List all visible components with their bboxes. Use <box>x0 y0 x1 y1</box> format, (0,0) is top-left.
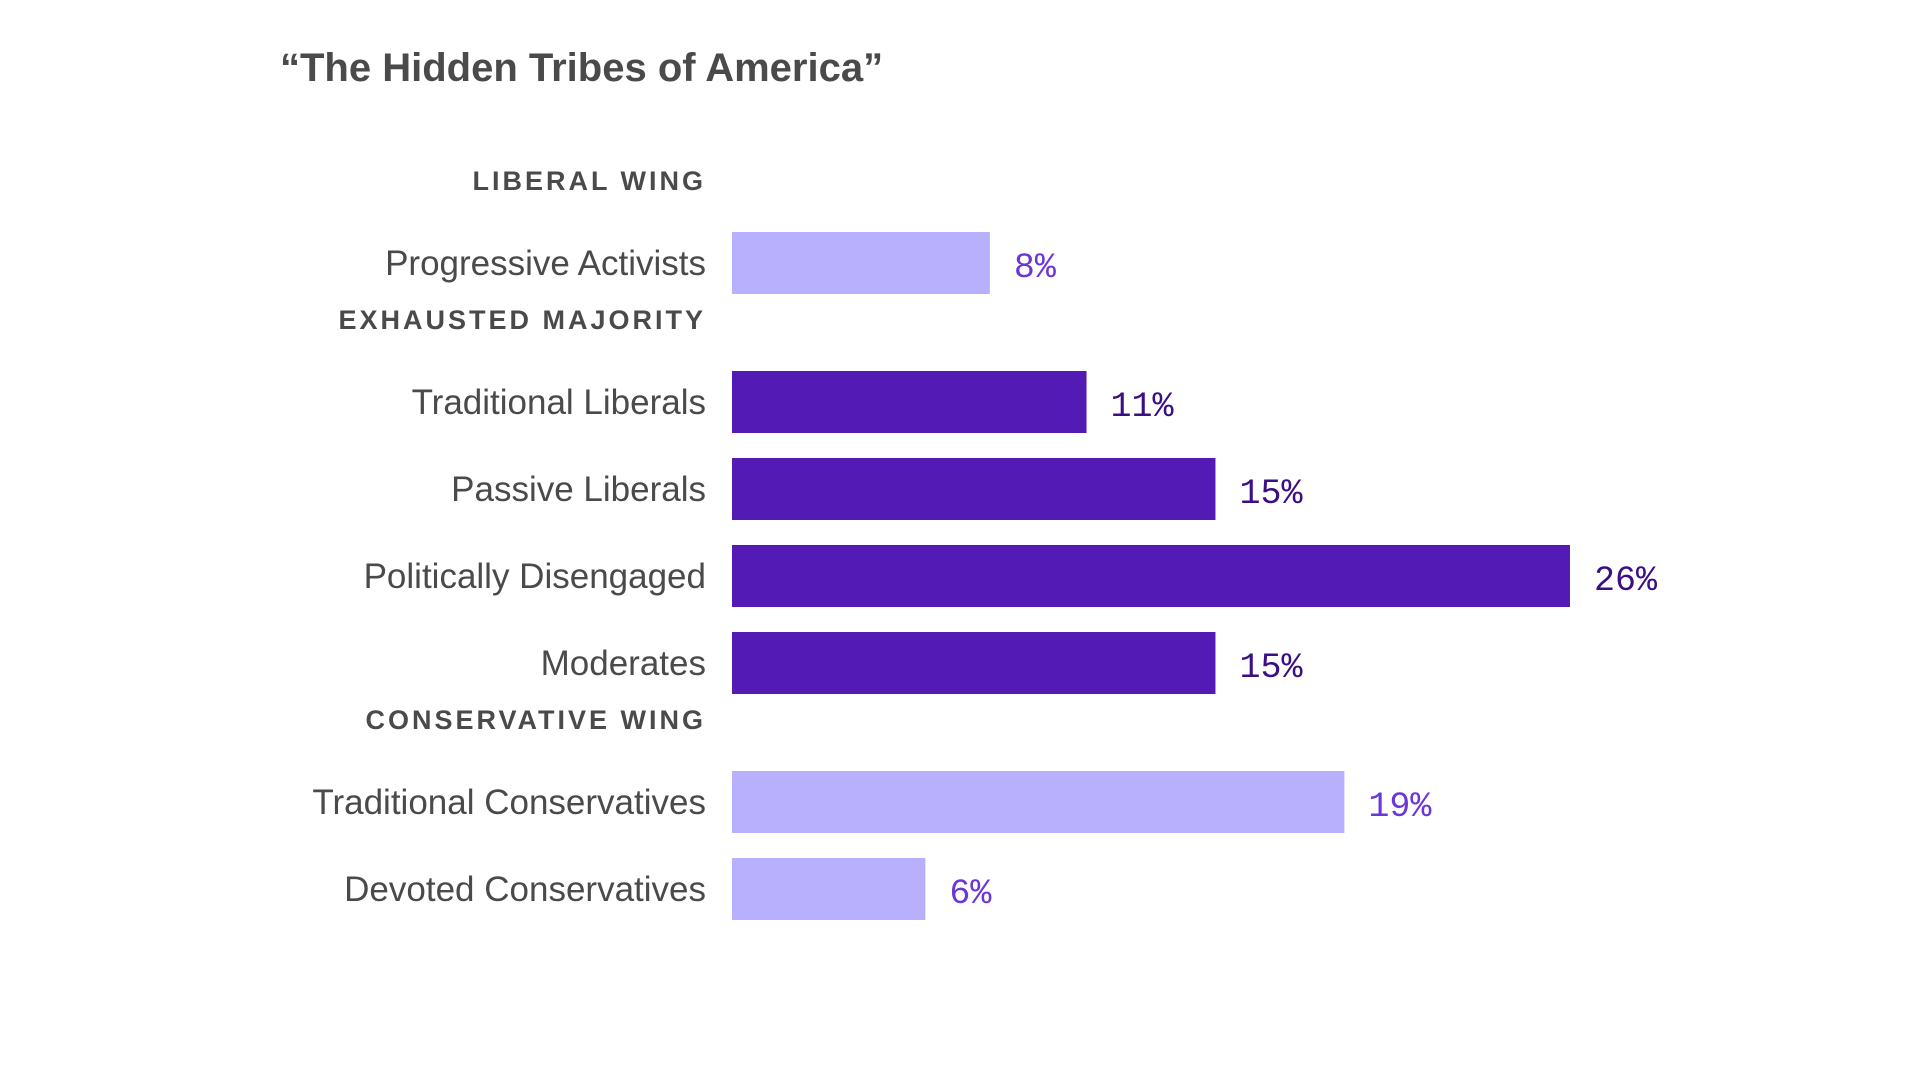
group-label-conservative-wing: CONSERVATIVE WING <box>365 705 706 735</box>
bar-traditional-conservatives <box>732 771 1345 833</box>
value-label-passive-liberals: 15% <box>1239 474 1303 514</box>
category-label-politically-disengaged: Politically Disengaged <box>364 557 706 596</box>
value-label-moderates: 15% <box>1239 648 1303 688</box>
bar-traditional-liberals <box>732 371 1087 433</box>
bar-politically-disengaged <box>732 545 1570 607</box>
group-label-exhausted-majority: EXHAUSTED MAJORITY <box>338 305 706 335</box>
category-label-traditional-liberals: Traditional Liberals <box>412 383 706 422</box>
value-label-politically-disengaged: 26% <box>1594 561 1658 601</box>
bar-progressive-activists <box>732 232 990 294</box>
bar-passive-liberals <box>732 458 1216 520</box>
bar-devoted-conservatives <box>732 858 926 920</box>
category-label-progressive-activists: Progressive Activists <box>385 244 706 283</box>
category-label-traditional-conservatives: Traditional Conservatives <box>312 783 706 822</box>
value-label-devoted-conservatives: 6% <box>949 874 992 914</box>
chart-title: “The Hidden Tribes of America” <box>280 46 884 90</box>
value-label-traditional-conservatives: 19% <box>1368 787 1432 827</box>
value-label-progressive-activists: 8% <box>1014 248 1057 288</box>
group-label-liberal-wing: LIBERAL WING <box>473 166 707 196</box>
value-label-traditional-liberals: 11% <box>1111 387 1175 427</box>
category-label-devoted-conservatives: Devoted Conservatives <box>344 870 706 909</box>
bar-moderates <box>732 632 1216 694</box>
category-label-passive-liberals: Passive Liberals <box>451 470 706 509</box>
category-label-moderates: Moderates <box>541 644 706 683</box>
